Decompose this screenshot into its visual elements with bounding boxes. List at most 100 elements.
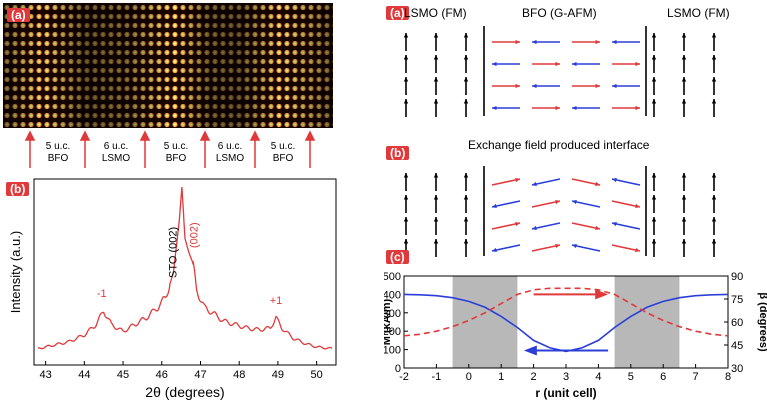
arrow-head	[651, 33, 657, 38]
interface-region	[452, 276, 518, 368]
bfo-spin-arrow	[492, 83, 520, 89]
stem-image	[3, 3, 333, 128]
bfo-spin-arrow	[532, 61, 560, 67]
arrow-head	[403, 173, 409, 178]
arrow-head	[635, 247, 640, 253]
x-tick-label: -2	[399, 371, 409, 383]
fm-spin-arrow	[711, 239, 717, 257]
fm-spin-arrow	[403, 99, 409, 117]
arrow-head	[463, 33, 469, 38]
arrow-head	[572, 243, 577, 249]
bfo-spin-arrow	[491, 177, 521, 186]
arrow-head	[403, 55, 409, 60]
arrow-shaft	[491, 200, 521, 208]
fm-spin-arrow	[681, 195, 687, 213]
bfo-spin-arrow	[492, 61, 520, 67]
fm-spin-arrow	[403, 55, 409, 73]
arrow-shaft	[571, 200, 601, 208]
arrow-head	[612, 39, 617, 45]
arrow-head	[711, 217, 717, 222]
x-tick-label: 5	[628, 371, 634, 383]
y2-tick-label: 45	[731, 340, 743, 352]
interface-region	[614, 276, 680, 368]
arrow-shaft	[491, 178, 521, 186]
fm-spin-arrow	[463, 77, 469, 95]
panel-tag: (c)	[386, 250, 409, 264]
fm-spin-arrow	[433, 239, 439, 257]
y-axis-label: M (kA/m)	[384, 298, 393, 345]
profile-chart: -2-101234567801002003004005003045607590M…	[381, 271, 767, 400]
fm-spin-arrow	[651, 77, 657, 95]
arrow-head	[403, 217, 409, 222]
x-tick-label: 46	[156, 369, 168, 381]
arrow-head	[595, 83, 600, 89]
arrow-head	[433, 217, 439, 222]
arrow-head	[711, 195, 717, 200]
arrow-head	[681, 239, 687, 244]
arrow-head	[711, 99, 717, 104]
arrow-head	[463, 195, 469, 200]
y2-tick-label: 30	[731, 363, 743, 375]
x-tick-label: 47	[194, 369, 206, 381]
fm-spin-arrow	[463, 33, 469, 51]
layer-labels: 5 u.c. BFO 6 u.c. LSMO 5 u.c. BFO 6 u.c. LSM…	[10, 130, 330, 170]
arrow-shaft	[611, 244, 641, 252]
arrow-head	[635, 105, 640, 111]
x-tick-label: 50	[311, 369, 323, 381]
arrow-head	[651, 239, 657, 244]
arrow-head	[515, 83, 520, 89]
bfo-spin-arrow	[611, 200, 641, 209]
fm-spin-arrow	[463, 195, 469, 213]
x-tick-label: 43	[39, 369, 51, 381]
arrow-shaft	[571, 244, 601, 252]
bfo-spin-arrow	[612, 105, 640, 111]
arrow-shaft	[571, 178, 601, 186]
y-tick-label: 400	[384, 289, 401, 301]
layer-label: 6 u.c. LSMO	[101, 141, 131, 164]
arrow-head	[492, 203, 497, 209]
arrow-head	[681, 99, 687, 104]
arrow-head	[572, 105, 577, 111]
x-tick-label: 4	[595, 371, 601, 383]
spin-arrows-a	[403, 26, 717, 117]
bfo-spin-arrow	[612, 39, 640, 45]
fm-spin-arrow	[681, 55, 687, 73]
arrow-head	[612, 221, 617, 227]
arrow-head	[595, 181, 600, 187]
arrow-head	[532, 83, 537, 89]
x-tick-label: 2	[531, 371, 537, 383]
layer-label: 5 u.c. BFO	[45, 141, 71, 164]
arrow-head	[711, 55, 717, 60]
panel-tag: (b)	[6, 182, 30, 196]
bfo-spin-arrow	[571, 178, 601, 187]
arrow-head	[681, 55, 687, 60]
arrow-head	[651, 99, 657, 104]
arrow-head	[463, 77, 469, 82]
profile-panel: -2-101234567801002003004005003045607590M…	[381, 246, 767, 403]
bfo-spin-arrow	[572, 83, 600, 89]
x-axis-label: 2θ (degrees)	[145, 384, 224, 400]
bfo-spin-arrow	[531, 222, 561, 231]
layer-label: 5 u.c. BFO	[270, 141, 296, 164]
arrow-head	[433, 99, 439, 104]
arrow-shaft	[611, 222, 641, 230]
satellite-minus-label: -1	[97, 288, 107, 300]
fm-spin-arrow	[651, 33, 657, 51]
arrow-head	[403, 239, 409, 244]
fm-spin-arrow	[681, 173, 687, 191]
xrd-panel: 43 44 45 46 47 48 49 50 Intensity (a.u.) 2θ (degr…	[0, 175, 340, 403]
arrow-head	[433, 239, 439, 244]
lsmo-left-label: LSMO (FM)	[404, 6, 467, 20]
arrow-head	[492, 247, 497, 253]
arrow-shaft	[491, 222, 521, 230]
arrow-head	[463, 99, 469, 104]
bfo-spin-arrow	[571, 222, 601, 231]
fm-spin-arrow	[711, 217, 717, 235]
bfo-spin-arrow	[572, 39, 600, 45]
layer-label: 5 u.c. BFO	[163, 141, 189, 164]
y-tick-label: 500	[384, 271, 401, 283]
spin-diagram-b: (b) Exchange field produced interface	[384, 130, 767, 258]
bfo-spin-arrow	[532, 83, 560, 89]
bfo-spin-arrow	[611, 221, 641, 230]
fm-spin-arrow	[681, 217, 687, 235]
